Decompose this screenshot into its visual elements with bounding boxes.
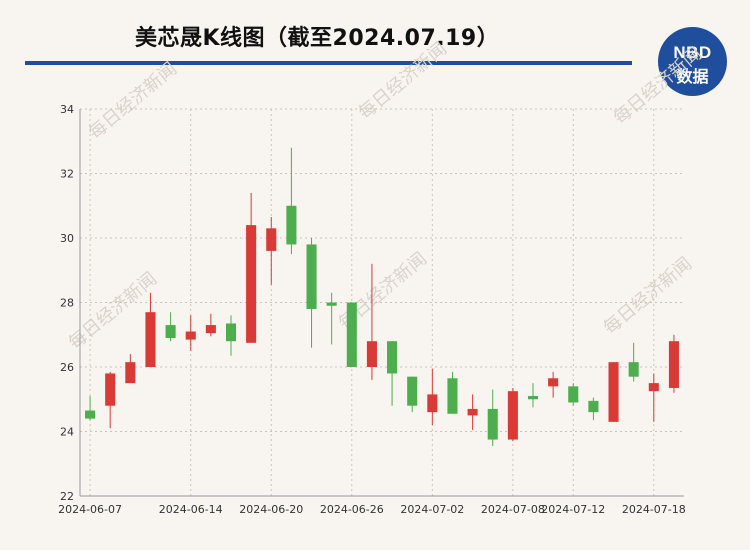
watermark-text: 每日经济新闻 — [85, 58, 181, 144]
x-tick-label: 2024-07-08 — [481, 503, 545, 516]
logo-text-bottom: 数据 — [676, 67, 709, 86]
candle — [427, 368, 438, 426]
candle — [286, 147, 297, 255]
candle-body — [85, 410, 96, 419]
candle — [306, 238, 317, 348]
logo-text-top: NBD — [673, 43, 712, 62]
candle — [266, 217, 277, 285]
candle-body — [246, 225, 257, 343]
candle-body — [225, 323, 237, 342]
candle — [507, 387, 518, 442]
candle — [366, 263, 377, 380]
candle — [85, 396, 96, 421]
candle — [105, 371, 116, 429]
candle — [668, 334, 679, 393]
candle — [467, 394, 478, 430]
candle — [648, 373, 659, 422]
x-tick-label: 2024-07-12 — [541, 503, 605, 516]
candle-body — [608, 362, 619, 422]
chart-title: 美芯晟K线图（截至2024.07.19） — [135, 26, 500, 51]
candle-body — [507, 391, 518, 440]
y-tick-label: 26 — [60, 361, 74, 374]
watermark-text: 每日经济新闻 — [600, 253, 696, 339]
y-tick-label: 22 — [60, 490, 74, 503]
candle-body — [306, 244, 317, 309]
candle — [165, 312, 176, 342]
candle-body — [447, 378, 458, 414]
candle-body — [548, 378, 559, 387]
y-tick-label: 30 — [60, 232, 74, 245]
candle — [326, 292, 337, 345]
candle-body — [467, 408, 478, 416]
candle-body — [487, 408, 498, 440]
x-tick-label: 2024-06-07 — [58, 503, 122, 516]
candle — [568, 383, 579, 406]
candle — [548, 371, 559, 398]
candle-body — [286, 205, 297, 245]
candle — [608, 362, 619, 422]
candle — [527, 383, 539, 408]
candle-body — [145, 312, 156, 367]
candle — [246, 192, 257, 343]
y-tick-label: 34 — [60, 103, 74, 116]
watermark-text: 每日经济新闻 — [610, 43, 706, 129]
x-tick-label: 2024-06-14 — [159, 503, 223, 516]
candle — [487, 389, 498, 447]
candle — [346, 302, 357, 367]
nbd-logo: NBD 数据 — [658, 27, 727, 96]
grid-layer — [80, 108, 684, 497]
x-tick-label: 2024-06-26 — [320, 503, 384, 516]
candle — [588, 397, 599, 421]
candle — [447, 371, 458, 414]
candle-body — [387, 341, 398, 374]
candle-body — [205, 325, 216, 334]
watermark-text: 每日经济新闻 — [355, 38, 451, 124]
candle — [387, 341, 398, 406]
candle — [225, 315, 237, 356]
y-tick-label: 24 — [60, 426, 74, 439]
candle — [407, 376, 418, 413]
x-tick-label: 2024-06-20 — [239, 503, 303, 516]
x-tick-label: 2024-07-02 — [400, 503, 464, 516]
candle-body — [628, 362, 639, 377]
candle-body — [326, 302, 337, 306]
candle — [125, 354, 136, 384]
candle-body — [266, 228, 277, 251]
candle-body — [588, 400, 599, 413]
candle-body — [648, 383, 659, 392]
candle-body — [105, 373, 116, 406]
candle-body — [346, 302, 357, 367]
candle — [185, 315, 196, 351]
y-tick-label: 28 — [60, 297, 74, 310]
candle — [145, 292, 156, 367]
candle-body — [407, 376, 418, 406]
candle-body — [427, 394, 438, 413]
axis-layer: 22 24 26 28 30 32 34 2024-06-07 2024-06-14 2024-0… — [58, 103, 686, 516]
title-underline — [25, 61, 632, 65]
candle — [205, 313, 216, 337]
candle-body — [668, 341, 679, 388]
candle-body — [527, 396, 539, 400]
candle-body — [125, 362, 136, 384]
candle — [628, 342, 639, 382]
candle-layer — [85, 147, 679, 447]
candle-body — [165, 325, 176, 338]
candle-body — [185, 331, 196, 340]
candle-body — [366, 341, 377, 367]
candle-body — [568, 386, 579, 403]
x-tick-label: 2024-07-18 — [622, 503, 686, 516]
y-tick-label: 32 — [60, 168, 74, 181]
